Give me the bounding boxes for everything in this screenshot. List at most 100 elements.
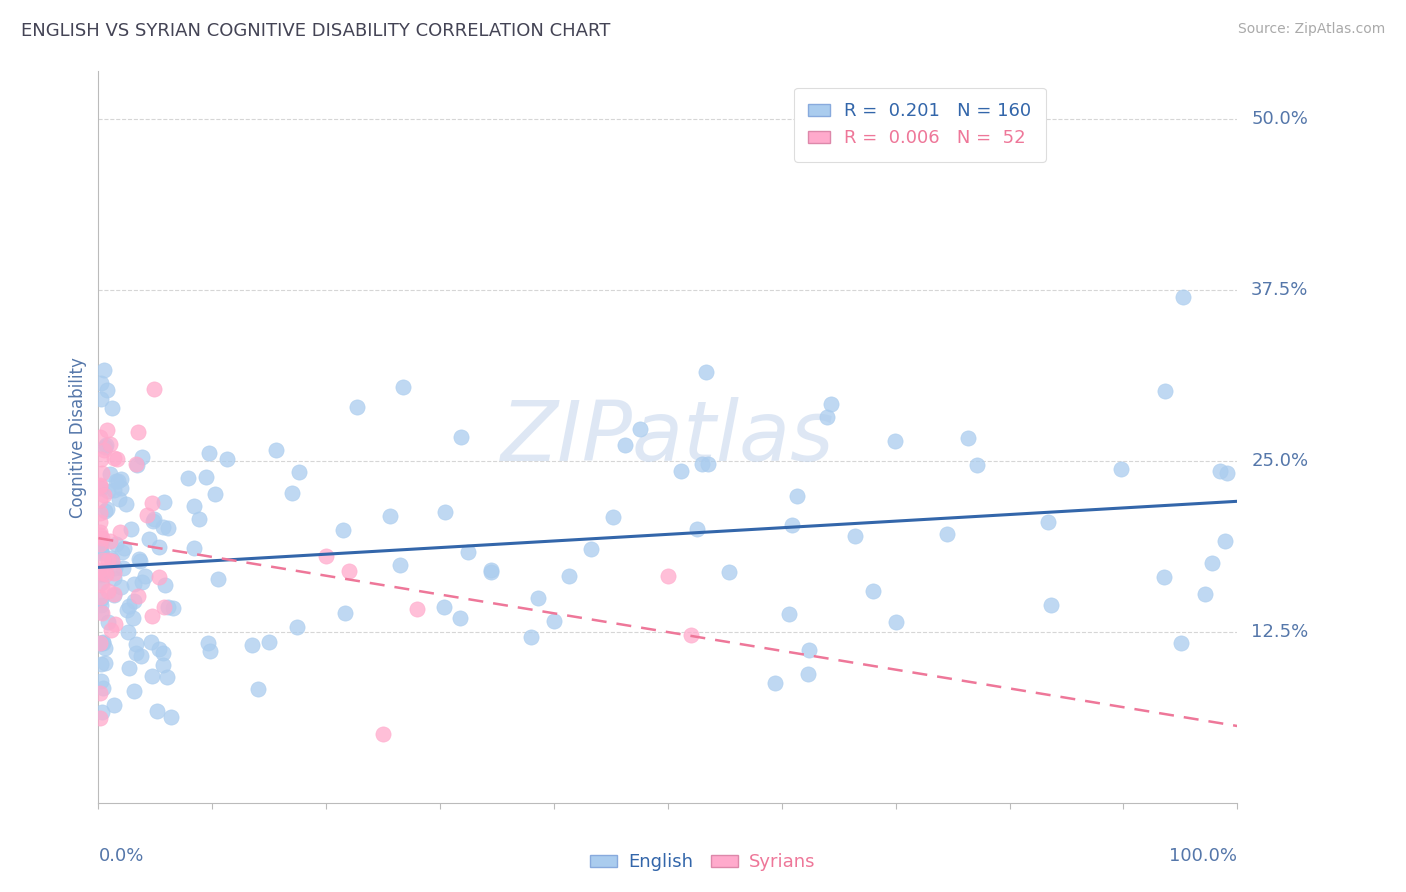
Point bbox=[671, 464, 693, 478]
Point bbox=[152, 657, 174, 672]
Point bbox=[1201, 556, 1223, 570]
Point bbox=[371, 727, 394, 741]
Point bbox=[91, 566, 114, 581]
Point bbox=[124, 593, 146, 607]
Point bbox=[127, 589, 149, 603]
Point bbox=[657, 568, 679, 582]
Point bbox=[120, 522, 142, 536]
Point bbox=[122, 610, 145, 624]
Point bbox=[207, 573, 229, 587]
Point bbox=[1213, 534, 1236, 549]
Point bbox=[91, 606, 114, 620]
Point bbox=[1036, 515, 1059, 529]
Point bbox=[558, 569, 581, 583]
Point bbox=[685, 522, 707, 536]
Point bbox=[90, 674, 112, 689]
Point bbox=[89, 493, 111, 508]
Point bbox=[90, 451, 112, 466]
Point bbox=[520, 630, 543, 644]
Point bbox=[103, 571, 125, 585]
Point bbox=[124, 577, 146, 591]
Point bbox=[183, 500, 205, 514]
Point bbox=[337, 564, 360, 578]
Point bbox=[966, 458, 988, 472]
Point bbox=[936, 527, 959, 541]
Text: 12.5%: 12.5% bbox=[1251, 623, 1309, 641]
Point bbox=[112, 560, 135, 574]
Point bbox=[91, 635, 114, 649]
Point bbox=[90, 481, 112, 495]
Point bbox=[90, 657, 112, 672]
Point bbox=[690, 458, 713, 472]
Point bbox=[117, 625, 139, 640]
Point bbox=[101, 401, 124, 415]
Point bbox=[89, 479, 111, 493]
Point bbox=[1109, 462, 1132, 476]
Point bbox=[148, 570, 170, 584]
Point bbox=[543, 615, 565, 629]
Point bbox=[104, 474, 127, 488]
Point bbox=[90, 605, 112, 619]
Point bbox=[89, 528, 111, 542]
Point bbox=[162, 601, 184, 615]
Point bbox=[93, 442, 115, 457]
Point bbox=[797, 643, 820, 657]
Point bbox=[97, 484, 120, 499]
Point bbox=[89, 537, 111, 551]
Point bbox=[90, 568, 112, 582]
Point bbox=[195, 470, 218, 484]
Point bbox=[156, 670, 179, 684]
Point bbox=[90, 531, 112, 545]
Point bbox=[89, 524, 111, 539]
Point bbox=[90, 566, 112, 581]
Text: ENGLISH VS SYRIAN COGNITIVE DISABILITY CORRELATION CHART: ENGLISH VS SYRIAN COGNITIVE DISABILITY C… bbox=[21, 22, 610, 40]
Point bbox=[432, 600, 454, 615]
Point bbox=[96, 424, 118, 438]
Point bbox=[131, 649, 153, 664]
Point bbox=[93, 656, 115, 670]
Point bbox=[90, 636, 112, 650]
Point bbox=[527, 591, 550, 605]
Point bbox=[315, 549, 337, 563]
Point bbox=[884, 615, 907, 629]
Point bbox=[285, 620, 308, 634]
Text: 50.0%: 50.0% bbox=[1251, 111, 1308, 128]
Text: 100.0%: 100.0% bbox=[1170, 847, 1237, 864]
Point bbox=[246, 681, 269, 696]
Point bbox=[139, 635, 162, 649]
Point bbox=[108, 524, 131, 539]
Point bbox=[94, 504, 117, 518]
Point bbox=[100, 551, 122, 566]
Point bbox=[100, 623, 122, 637]
Point bbox=[96, 566, 118, 581]
Point bbox=[153, 495, 176, 509]
Point bbox=[98, 467, 121, 481]
Point bbox=[91, 635, 114, 649]
Point bbox=[141, 609, 163, 624]
Point bbox=[124, 458, 146, 472]
Point bbox=[815, 410, 838, 425]
Point bbox=[122, 683, 145, 698]
Point bbox=[718, 566, 741, 580]
Point bbox=[96, 383, 118, 397]
Point bbox=[103, 483, 125, 498]
Point bbox=[1215, 466, 1237, 480]
Point bbox=[143, 382, 166, 396]
Point bbox=[90, 376, 112, 390]
Point bbox=[630, 422, 652, 436]
Point bbox=[134, 569, 156, 583]
Point bbox=[110, 481, 132, 495]
Point bbox=[118, 660, 141, 674]
Point bbox=[93, 488, 115, 502]
Point bbox=[820, 396, 842, 410]
Point bbox=[1153, 570, 1175, 584]
Point bbox=[264, 443, 287, 458]
Point bbox=[94, 441, 117, 455]
Point bbox=[90, 636, 112, 650]
Point bbox=[89, 506, 111, 520]
Point bbox=[696, 457, 718, 471]
Point bbox=[156, 600, 179, 615]
Point bbox=[93, 640, 115, 655]
Point bbox=[115, 603, 138, 617]
Point bbox=[1171, 290, 1194, 304]
